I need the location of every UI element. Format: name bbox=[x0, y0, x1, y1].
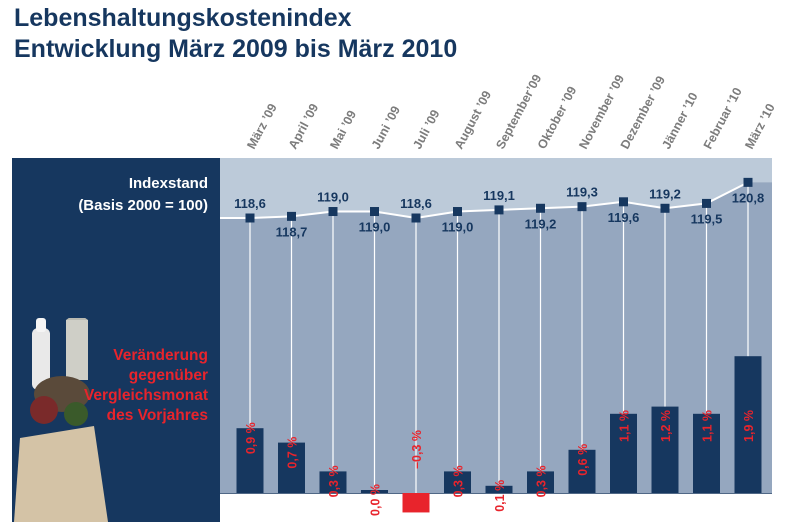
month-tick-label: April ’09 bbox=[286, 101, 322, 151]
change-bar bbox=[610, 413, 637, 493]
change-label: 1,1 % bbox=[618, 410, 632, 442]
change-label: 1,2 % bbox=[659, 410, 673, 442]
index-value-label: 119,2 bbox=[649, 186, 681, 201]
change-bar bbox=[568, 449, 596, 493]
change-label: 0,3 % bbox=[535, 465, 549, 497]
change-bar bbox=[651, 406, 679, 493]
change-label-line-1: Veränderung bbox=[113, 347, 208, 364]
index-marker bbox=[494, 205, 504, 215]
change-label: 1,1 % bbox=[701, 410, 715, 442]
index-basis-label: (Basis 2000 = 100) bbox=[78, 197, 208, 214]
month-tick-label: März ’10 bbox=[742, 101, 778, 151]
change-bar bbox=[734, 356, 762, 493]
index-marker bbox=[619, 197, 628, 207]
grocery-bag-image bbox=[14, 318, 108, 522]
month-tick-label: Juli ’09 bbox=[410, 107, 442, 151]
plot-baseline-strip bbox=[220, 493, 772, 522]
change-bar bbox=[361, 490, 388, 493]
change-bar bbox=[236, 428, 264, 493]
month-tick-label: Jänner ’10 bbox=[659, 90, 700, 151]
month-tick-label: Februar ’10 bbox=[701, 85, 745, 151]
month-tick-label: Dezember ’09 bbox=[618, 74, 668, 152]
index-value-label: 120,8 bbox=[732, 190, 765, 205]
index-value-label: 119,3 bbox=[566, 185, 598, 200]
index-marker bbox=[328, 207, 338, 217]
change-bar bbox=[693, 413, 720, 493]
change-label: 0,6 % bbox=[576, 444, 590, 476]
index-marker bbox=[577, 202, 587, 212]
change-label: 0,3 % bbox=[452, 465, 466, 497]
index-marker bbox=[702, 198, 711, 208]
change-label: 0,7 % bbox=[286, 437, 300, 469]
index-marker bbox=[411, 213, 421, 223]
change-bar bbox=[402, 493, 430, 513]
index-value-label: 119,0 bbox=[442, 220, 474, 235]
month-tick-label: März ’09 bbox=[244, 101, 280, 151]
change-label: 0,1 % bbox=[493, 480, 507, 512]
index-marker bbox=[287, 211, 296, 221]
index-value-label: 119,2 bbox=[525, 216, 557, 231]
change-label-line-3: Vergleichsmonat bbox=[83, 387, 208, 404]
index-label: Indexstand bbox=[128, 175, 208, 192]
index-value-label: 119,5 bbox=[691, 211, 723, 226]
index-marker bbox=[536, 203, 545, 213]
month-tick-label: Mai ’09 bbox=[327, 108, 359, 151]
index-marker bbox=[743, 177, 753, 187]
month-tick-label: Oktober ’09 bbox=[535, 84, 580, 151]
index-marker bbox=[370, 207, 379, 217]
change-label: 0,3 % bbox=[327, 465, 341, 497]
change-bar bbox=[319, 471, 347, 493]
change-bar bbox=[444, 471, 471, 493]
change-bar bbox=[485, 485, 513, 493]
index-value-label: 119,6 bbox=[608, 210, 640, 225]
change-label-line-4: des Vorjahres bbox=[106, 407, 208, 424]
index-marker bbox=[453, 207, 462, 217]
change-label: 0,0 % bbox=[369, 484, 383, 516]
change-bar bbox=[527, 471, 554, 493]
chart-subtitle: Entwicklung März 2009 bis März 2010 bbox=[14, 35, 458, 63]
change-label: 1,9 % bbox=[742, 410, 756, 442]
index-marker bbox=[245, 213, 255, 223]
change-bar bbox=[278, 442, 305, 493]
index-value-label: 118,6 bbox=[234, 196, 266, 211]
change-label-line-2: gegenüber bbox=[128, 367, 208, 384]
month-tick-label: Juni ’09 bbox=[369, 104, 403, 152]
chart-title: Lebenshaltungskostenindex bbox=[14, 4, 352, 32]
index-line bbox=[220, 181, 749, 220]
change-label: –0,3 % bbox=[410, 430, 424, 469]
index-value-label: 119,1 bbox=[483, 188, 515, 203]
index-marker bbox=[660, 203, 670, 213]
index-value-label: 118,6 bbox=[400, 196, 432, 211]
month-tick-label: August ’09 bbox=[452, 88, 494, 151]
index-value-label: 119,0 bbox=[359, 220, 391, 235]
index-value-label: 118,7 bbox=[276, 224, 308, 239]
index-value-label: 119,0 bbox=[317, 190, 349, 205]
change-label: 0,9 % bbox=[244, 422, 258, 454]
